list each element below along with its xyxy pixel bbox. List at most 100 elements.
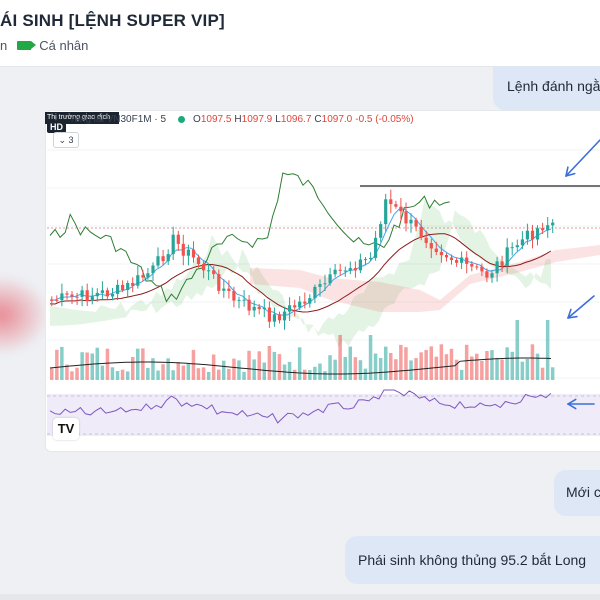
collapse-indicators-button[interactable]: ⌄ 3	[53, 132, 79, 148]
volume-bar	[520, 361, 525, 380]
candle-body	[414, 219, 418, 227]
hd-badge: HD	[47, 122, 66, 133]
volume-bar	[464, 344, 469, 380]
candle-body	[485, 271, 489, 278]
candle-body	[348, 268, 352, 271]
volume-bar	[297, 347, 302, 380]
volume-bar	[303, 369, 307, 380]
candle-body	[161, 256, 165, 262]
volume-bar	[444, 354, 449, 380]
volume-bar	[394, 359, 398, 380]
symbol-label: rong lai VN30F1M · 5	[71, 114, 167, 125]
chart-legend: rong lai VN30F1M · 5 O1097.5 H1097.9 L10…	[71, 114, 414, 125]
candle-body	[434, 248, 438, 252]
volume-bar	[161, 364, 165, 380]
volume-bar	[439, 344, 444, 380]
volume-bar	[378, 358, 383, 380]
volume-bar	[384, 346, 388, 380]
candle-body	[110, 293, 115, 297]
volume-bar	[70, 371, 74, 380]
candle-body	[237, 299, 241, 301]
candle-body	[495, 261, 499, 274]
candle-body	[293, 305, 297, 308]
candle-body	[505, 247, 509, 266]
volume-bar	[55, 349, 59, 380]
volume-bar	[217, 369, 221, 380]
message-bubble[interactable]: Phái sinh không thủng 95.2 bắt Long	[345, 536, 600, 584]
volume-bar	[333, 359, 337, 380]
candle-body	[232, 290, 236, 301]
volume-bar	[525, 358, 530, 380]
arrow-icon-head	[565, 172, 576, 177]
volume-bar	[419, 352, 423, 380]
volume-bar	[125, 371, 130, 380]
candle-body	[313, 286, 317, 299]
candle-body	[444, 255, 449, 258]
candle-body	[272, 314, 276, 322]
volume-bar	[338, 335, 342, 380]
volume-bar	[120, 369, 125, 380]
message-bubble[interactable]: Lệnh đánh ngằ	[493, 66, 600, 110]
volume-bar	[75, 367, 79, 380]
candle-body	[328, 274, 332, 284]
candle-body	[541, 228, 545, 231]
candle-body	[60, 293, 64, 301]
volume-bar	[404, 347, 408, 380]
candle-body	[379, 224, 383, 238]
tag-label[interactable]: Cá nhân	[39, 38, 89, 53]
volume-bar	[65, 364, 69, 380]
candle-body	[146, 273, 150, 278]
volume-bar	[449, 348, 454, 380]
volume-bar	[287, 361, 292, 380]
volume-bar	[206, 372, 211, 380]
candle-body	[50, 299, 54, 301]
volume-bar	[343, 356, 347, 380]
volume-bar	[146, 367, 150, 380]
candle-body	[191, 249, 196, 258]
volume-bar	[308, 370, 312, 380]
arrow-icon	[565, 139, 600, 177]
candle-body	[308, 298, 312, 304]
close-value: 1097.0	[321, 114, 353, 125]
high-value: 1097.9	[241, 114, 273, 125]
volume-bar	[495, 357, 499, 380]
candle-body	[465, 257, 469, 264]
volume-bar	[490, 350, 494, 380]
volume-bar	[389, 353, 393, 380]
volume-bar	[267, 346, 272, 380]
volume-bar	[530, 344, 535, 380]
cloud-green	[50, 199, 551, 348]
volume-bar	[348, 346, 352, 380]
volume-bar	[480, 361, 484, 380]
composer-edge	[0, 594, 600, 600]
message-bubble[interactable]: Mới c	[554, 470, 600, 516]
volume-bar	[470, 356, 474, 380]
candle-body	[551, 222, 555, 226]
candle-body	[480, 266, 484, 272]
candle-body	[207, 270, 211, 272]
subtitle-fragment: n	[0, 38, 8, 53]
volume-bar	[540, 367, 545, 380]
volume-bar	[318, 363, 322, 380]
volume-bar	[262, 362, 266, 380]
candle-body	[121, 284, 125, 290]
volume-bar	[247, 350, 251, 380]
candle-body	[343, 270, 347, 272]
slow-ma-line	[49, 233, 552, 313]
candle-body	[227, 288, 231, 291]
candle-body	[374, 237, 378, 258]
volume-bar	[176, 362, 180, 380]
candle-body	[282, 311, 287, 321]
volume-bar	[166, 358, 170, 380]
rsi-band	[47, 394, 600, 436]
candle-body	[338, 269, 342, 271]
candle-body	[176, 234, 180, 244]
candle-body	[394, 204, 398, 207]
arrow-icon-head	[565, 166, 569, 177]
volume-bar	[232, 358, 236, 380]
message-text: Lệnh đánh ngằ	[507, 78, 600, 94]
volume-bar	[237, 360, 241, 380]
volume-bar	[90, 353, 94, 380]
candle-body	[277, 314, 282, 321]
rsi-line	[49, 389, 552, 424]
